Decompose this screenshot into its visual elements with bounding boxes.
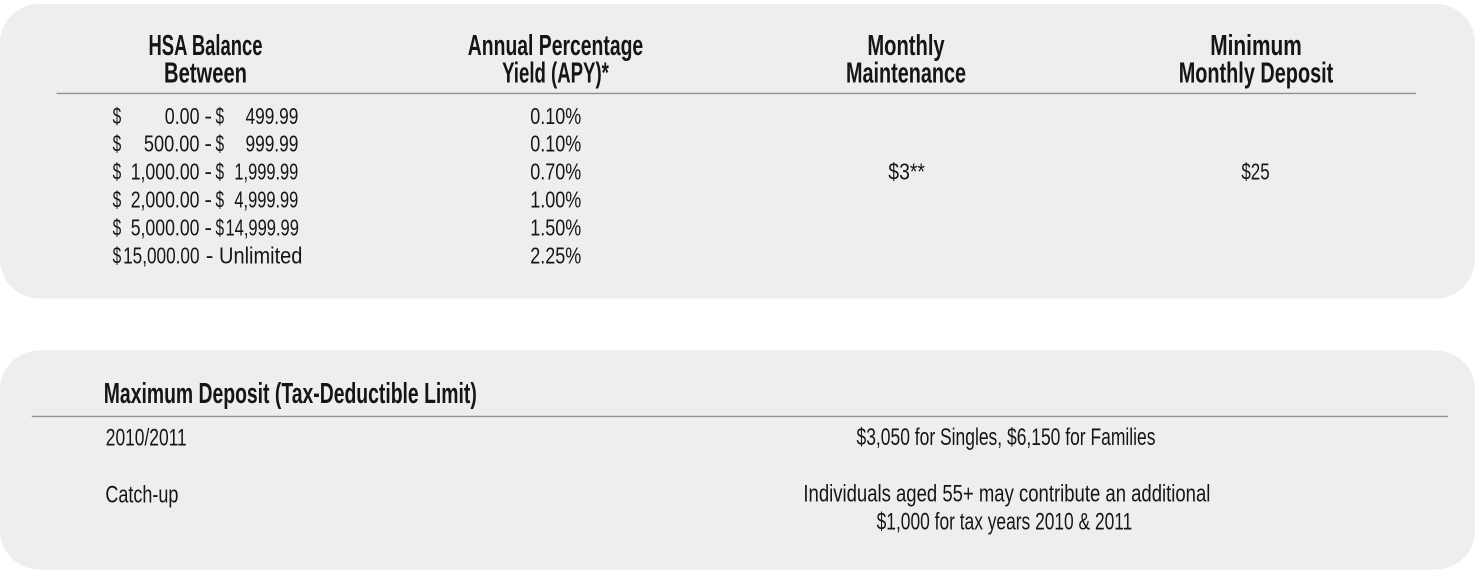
svg-text:Between: Between [164, 57, 247, 89]
svg-text:500.00: 500.00 [144, 131, 200, 157]
svg-text:$: $ [113, 103, 122, 129]
svg-text:$: $ [113, 131, 122, 157]
svg-text:Individuals aged 55+ may contr: Individuals aged 55+ may contribute an a… [803, 481, 1210, 508]
svg-text:0.70%: 0.70% [530, 159, 581, 185]
svg-text:-: - [204, 131, 212, 157]
svg-text:Maximum Deposit (Tax-Deductibl: Maximum Deposit (Tax-Deductible Limit) [104, 378, 477, 410]
svg-text:4,999.99: 4,999.99 [234, 187, 298, 213]
svg-text:1,999.99: 1,999.99 [234, 159, 298, 185]
svg-text:2.25%: 2.25% [530, 242, 581, 268]
svg-text:$: $ [216, 159, 225, 185]
svg-text:Unlimited: Unlimited [219, 242, 302, 268]
svg-text:Catch-up: Catch-up [105, 481, 178, 508]
svg-text:1,000.00: 1,000.00 [131, 159, 200, 185]
svg-text:Monthly: Monthly [867, 30, 944, 62]
svg-text:499.99: 499.99 [246, 103, 299, 129]
svg-text:-: - [204, 187, 212, 213]
svg-text:Maintenance: Maintenance [846, 57, 966, 89]
svg-text:$: $ [113, 159, 122, 185]
svg-text:$: $ [216, 103, 225, 129]
svg-text:0.10%: 0.10% [530, 103, 581, 129]
svg-text:$: $ [113, 242, 122, 268]
svg-text:$: $ [113, 214, 122, 240]
svg-text:$3**: $3** [888, 158, 925, 184]
svg-text:$: $ [216, 187, 225, 213]
svg-text:Minimum: Minimum [1210, 30, 1302, 62]
svg-text:-: - [206, 242, 214, 268]
svg-text:Annual Percentage: Annual Percentage [468, 30, 643, 62]
svg-text:5,000.00: 5,000.00 [131, 214, 200, 240]
svg-text:$: $ [113, 187, 122, 213]
svg-text:15,000.00: 15,000.00 [123, 242, 199, 268]
svg-text:2010/2011: 2010/2011 [106, 425, 187, 452]
svg-text:2,000.00: 2,000.00 [131, 187, 200, 213]
svg-text:14,999.99: 14,999.99 [226, 214, 299, 240]
svg-text:$25: $25 [1241, 158, 1269, 184]
svg-text:Yield (APY)*: Yield (APY)* [502, 57, 609, 89]
svg-text:$: $ [216, 131, 225, 157]
svg-text:$3,050 for Singles, $6,150 for: $3,050 for Singles, $6,150 for Families [857, 424, 1156, 451]
svg-text:$: $ [216, 214, 225, 240]
svg-text:1.50%: 1.50% [530, 214, 581, 240]
svg-text:999.99: 999.99 [246, 131, 299, 157]
svg-text:0.00: 0.00 [165, 103, 200, 129]
svg-text:0.10%: 0.10% [530, 131, 581, 157]
svg-text:-: - [204, 103, 212, 129]
svg-text:-: - [204, 214, 212, 240]
svg-text:Monthly Deposit: Monthly Deposit [1179, 57, 1334, 89]
svg-text:-: - [204, 159, 212, 185]
svg-text:1.00%: 1.00% [530, 187, 581, 213]
svg-text:HSA Balance: HSA Balance [149, 30, 263, 62]
svg-text:$1,000 for tax years 2010 & 20: $1,000 for tax years 2010 & 2011 [877, 508, 1133, 535]
